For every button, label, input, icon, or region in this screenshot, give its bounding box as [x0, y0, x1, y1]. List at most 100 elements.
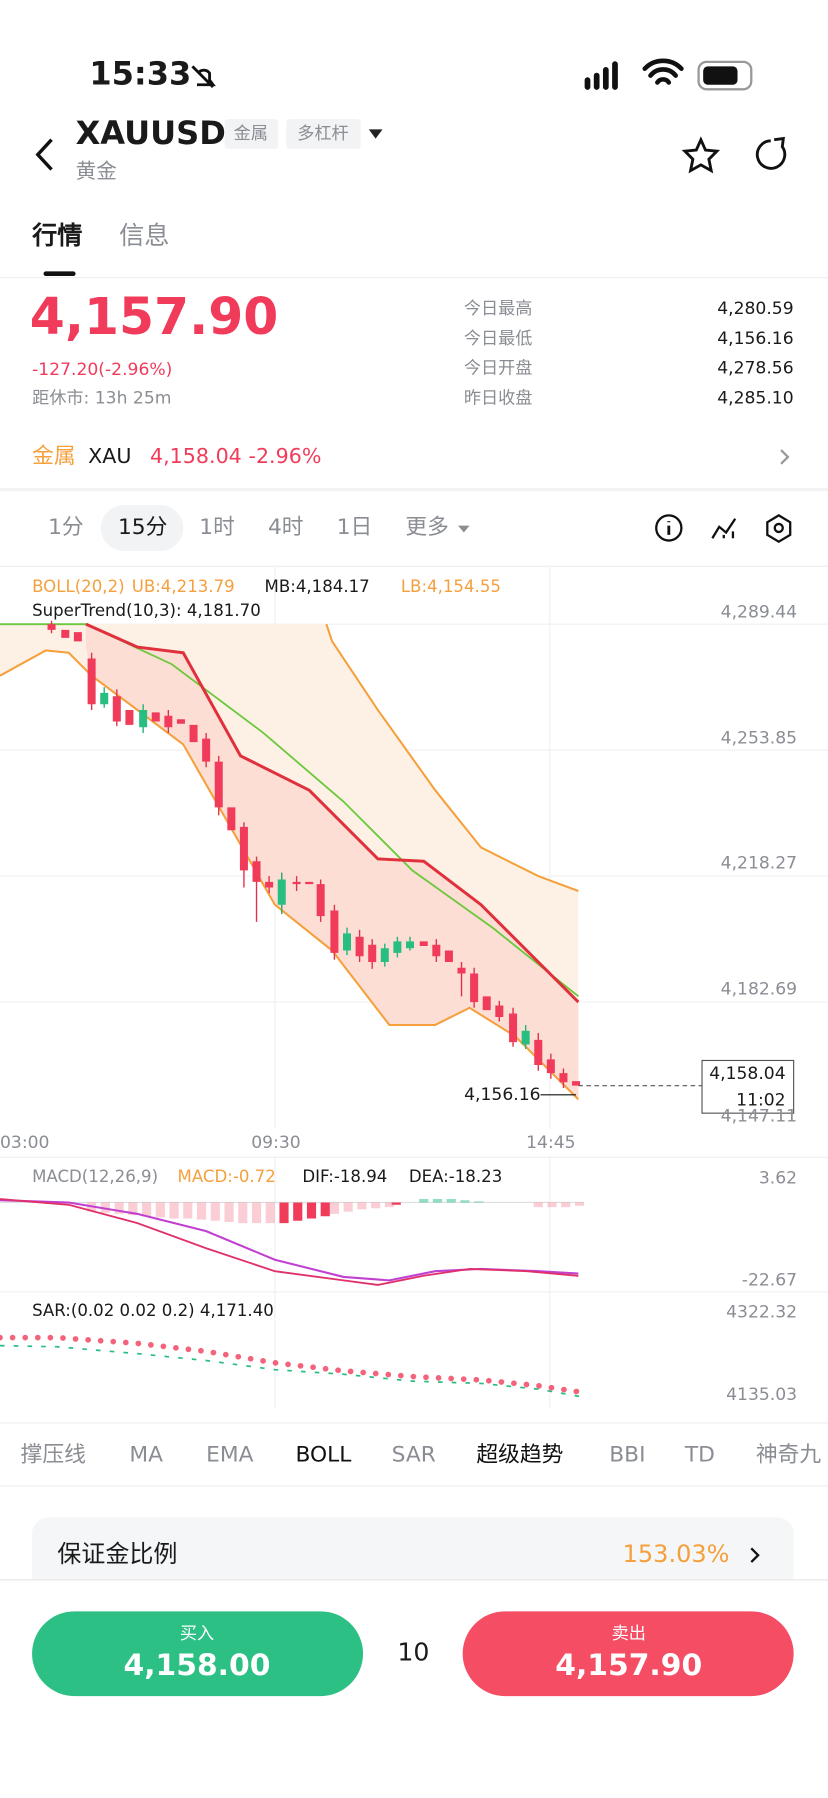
stat-value: 4,280.59 [717, 299, 793, 319]
last-price: 4,158.04 [709, 1064, 785, 1084]
indicator-tab[interactable]: TD [684, 1443, 715, 1468]
info-button[interactable] [655, 514, 683, 542]
price-axis-label: 4,182.69 [721, 979, 797, 999]
indicator-tabs: 撑压线 MA EMA BOLL SAR 超级趋势 BBI TD 神奇九 [21, 1443, 822, 1468]
interval[interactable]: 更多 [405, 515, 449, 540]
indicator-tab[interactable]: BBI [609, 1443, 645, 1468]
chevron [750, 1547, 760, 1563]
divider [0, 1156, 828, 1158]
price-change: -127.20(-2.96%) [32, 360, 172, 380]
main-chart: 4,156.16 4,158.04 11:02 BOLL(20,2) UB:4,… [0, 566, 828, 1153]
stat-label: 昨日收盘 [464, 389, 533, 409]
legend-item: MACD(12,26,9) [32, 1167, 158, 1186]
interval[interactable]: 4时 [268, 515, 304, 540]
settings-glyph [773, 522, 784, 534]
indicator-tab[interactable]: SAR [392, 1443, 436, 1468]
price-axis-label: 4,253.85 [721, 729, 797, 749]
legend-item: MACD:-0.72 [178, 1167, 276, 1186]
quantity[interactable]: 10 [397, 1638, 429, 1667]
tab[interactable]: 行情 [31, 221, 82, 250]
stat-value: 4,156.16 [717, 329, 793, 349]
macd-axis-label: -22.67 [742, 1270, 797, 1290]
interval[interactable]: 1分 [48, 515, 84, 540]
sell-label: 卖出 [612, 1624, 646, 1644]
legend-item: MB:4,184.17 [265, 577, 370, 596]
stats: 今日最高 4,280.59 今日最低 4,156.16 今日开盘 4,278.5… [464, 299, 794, 408]
related-change: -2.96% [249, 444, 322, 468]
price-axis-label: 4,147.11 [721, 1107, 797, 1127]
sar-price [0, 1344, 585, 1399]
price-axis-label: 4,289.44 [721, 603, 797, 623]
back-button[interactable] [35, 138, 53, 171]
tab[interactable]: 信息 [119, 221, 169, 250]
countdown: 11:02 [736, 1091, 785, 1111]
buy-button[interactable] [32, 1611, 364, 1697]
price-axis-label: 4,218.27 [721, 853, 797, 873]
sar-axis-label: 4322.32 [726, 1302, 797, 1322]
stat-value: 4,285.10 [717, 389, 793, 409]
legend-item: LB:4,154.55 [401, 577, 501, 596]
battery-icon [697, 60, 753, 91]
symbol: XAUUSD [76, 114, 226, 152]
chevron[interactable] [780, 449, 790, 465]
dropdown-icon[interactable] [368, 129, 383, 139]
indicator-button[interactable] [711, 518, 737, 539]
boll-lower [0, 649, 580, 1101]
tag-bg [224, 119, 279, 149]
dropdown-icon [458, 525, 470, 533]
legend-item: SAR:(0.02 0.02 0.2) 4,171.40 [32, 1301, 274, 1320]
macd-hist-up [419, 1199, 484, 1203]
legend-item: SuperTrend(10,3): 4,181.70 [32, 601, 261, 620]
indicator-tab[interactable]: 神奇九 [756, 1443, 821, 1468]
sar-chart: SAR:(0.02 0.02 0.2) 4,171.40 4322.32 413… [0, 1301, 797, 1405]
indicator-tab[interactable]: EMA [206, 1443, 254, 1468]
dif-line [0, 1198, 579, 1286]
last-price-box [701, 1059, 795, 1114]
margin-label: 保证金比例 [57, 1540, 177, 1568]
settings-button[interactable] [766, 514, 792, 544]
sar-axis-label: 4135.03 [726, 1385, 797, 1405]
mute-icon [191, 65, 216, 89]
signal-icon [584, 61, 618, 90]
favorite-button[interactable] [681, 136, 721, 174]
indicator-tab[interactable]: 超级趋势 [476, 1443, 563, 1468]
interval[interactable]: 1日 [337, 515, 373, 540]
boll-upper [325, 623, 579, 892]
time-axis-label: 09:30 [251, 1133, 300, 1153]
legend-item: DEA:-18.23 [409, 1167, 502, 1186]
share-button[interactable] [755, 136, 787, 170]
stat-label: 今日最低 [464, 329, 533, 349]
time-axis-label: 14:45 [526, 1133, 575, 1153]
close-countdown: 距休市: 13h 25m [32, 389, 171, 409]
margin-value: 153.03% [623, 1540, 730, 1568]
indicator-tab[interactable]: MA [129, 1443, 163, 1468]
sell-button[interactable] [462, 1611, 794, 1697]
related-category: 金属 [32, 444, 76, 469]
macd-hist-down [279, 1202, 401, 1224]
price: 4,157.90 [30, 287, 279, 346]
macd-chart: MACD(12,26,9) MACD:-0.72 DIF:-18.94 DEA:… [0, 1156, 828, 1409]
boll-legend: BOLL(20,2) UB:4,213.79 MB:4,184.17 LB:4,… [32, 577, 501, 620]
divider [0, 565, 828, 567]
divider [0, 1422, 828, 1424]
wifi-icon [642, 58, 684, 85]
stat-value: 4,278.56 [717, 359, 793, 379]
interval[interactable]: 1时 [199, 515, 235, 540]
candles-down [47, 624, 581, 1086]
legend-item: UB:4,213.79 [132, 577, 235, 596]
intervals: 1分 15分 1时 4时 1日 更多 [48, 515, 449, 540]
indicator-tab[interactable]: BOLL [295, 1443, 351, 1468]
dea-line [0, 1199, 579, 1282]
indicator-tab[interactable]: 撑压线 [21, 1443, 86, 1468]
sell-price: 4,157.90 [555, 1648, 702, 1683]
interval-selected-bg [100, 505, 184, 551]
tab-underline [43, 271, 76, 276]
divider [0, 487, 828, 492]
supertrend-line [85, 622, 580, 1004]
low-marker: 4,156.16 [464, 1085, 540, 1105]
symbol-name: 黄金 [76, 159, 118, 183]
interval[interactable]: 15分 [118, 515, 167, 540]
divider [0, 277, 828, 279]
battery-level [703, 66, 738, 85]
